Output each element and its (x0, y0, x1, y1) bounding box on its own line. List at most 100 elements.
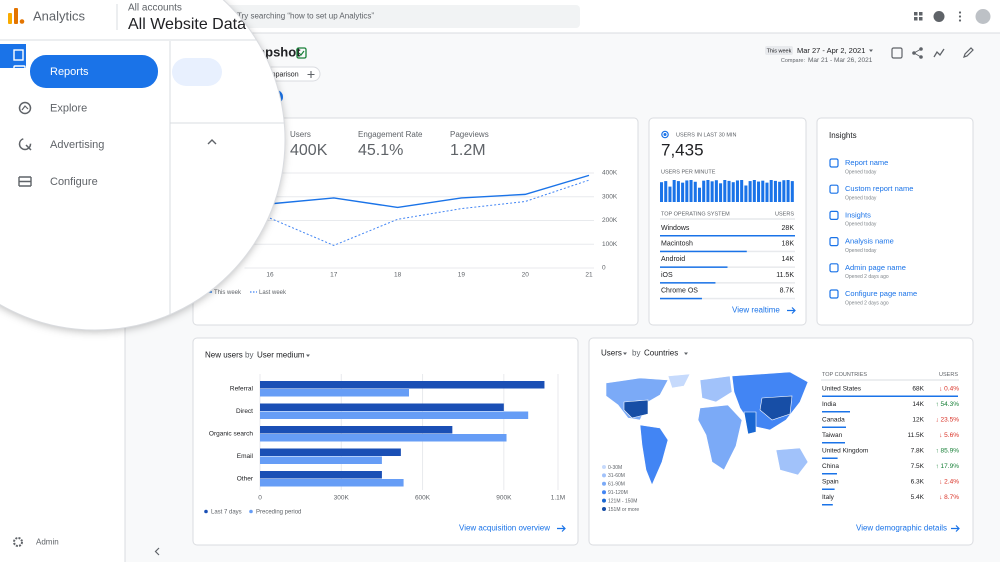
minute-bar (676, 181, 680, 202)
advertising-icon (25, 144, 32, 151)
row-name: Windows (661, 225, 690, 232)
account-avatar[interactable] (975, 9, 991, 24)
metric-value: 45.1% (358, 142, 403, 159)
legend-label: 151M or more (608, 507, 639, 513)
property-name[interactable]: All Website Data (128, 16, 246, 33)
nav-item[interactable]: Configure (50, 176, 98, 188)
country-change: ↓ 0.4% (939, 386, 959, 393)
demographics-link[interactable]: View demographic details (856, 524, 947, 533)
add-icon (307, 71, 315, 78)
minute-bar (740, 180, 744, 202)
admin-link[interactable]: Admin (36, 538, 59, 547)
row-value: 14K (782, 256, 795, 263)
row-value: 18K (782, 241, 795, 248)
live-icon (661, 130, 669, 139)
insight-icon (829, 263, 839, 273)
metric-label: Engagement Rate (358, 130, 423, 139)
nav-item[interactable]: Explore (50, 102, 87, 114)
period-label: This week (767, 48, 792, 54)
date-range[interactable]: Mar 27 - Apr 2, 2021 (797, 46, 865, 55)
explore-icon (21, 105, 29, 111)
search-box[interactable] (205, 5, 580, 28)
x-tick-label: 20 (522, 272, 530, 279)
minute-bar (757, 181, 761, 202)
nav-item[interactable]: Reports (50, 66, 89, 78)
category-label: Direct (236, 408, 253, 415)
caret-icon[interactable] (623, 352, 627, 356)
insights-icon[interactable] (933, 48, 945, 58)
insight-name[interactable]: Configure page name (845, 289, 917, 298)
x-tick-label: 18 (394, 272, 402, 279)
legend-label: 31-60M (608, 473, 625, 479)
bar (822, 411, 850, 413)
search-placeholder[interactable]: Try searching “how to set up Analytics” (237, 12, 374, 21)
nav-item[interactable]: Advertising (50, 139, 104, 151)
realtime-link[interactable]: View realtime (732, 306, 780, 315)
caret-icon[interactable] (306, 354, 310, 358)
insight-name[interactable]: Custom report name (845, 184, 913, 193)
collapse-icon[interactable] (207, 139, 217, 145)
legend-swatch (249, 509, 253, 514)
card-title: New users (205, 351, 243, 360)
compare-range: Mar 21 - Mar 26, 2021 (808, 57, 873, 64)
minute-bar (719, 183, 723, 202)
world-map (605, 371, 809, 486)
country-name: United Kingdom (822, 448, 868, 455)
bar (260, 411, 529, 419)
nav-item-selected[interactable] (30, 55, 158, 88)
insight-name[interactable]: Report name (845, 158, 888, 167)
metric-label: Users (290, 130, 311, 139)
more-icon[interactable] (958, 11, 962, 22)
x-tick-label: 16 (266, 272, 274, 279)
bar (822, 442, 845, 444)
bar (260, 479, 404, 487)
minute-bar (761, 180, 765, 202)
bar (260, 381, 545, 389)
product-name: Analytics (33, 8, 86, 23)
dimension-picker[interactable]: Countries (644, 349, 678, 358)
help-icon[interactable] (933, 11, 945, 22)
category-label: Other (237, 476, 254, 483)
legend-label: 91-120M (608, 490, 628, 496)
arrow-icon[interactable] (557, 525, 566, 532)
insight-name[interactable]: Admin page name (845, 263, 906, 272)
bar (822, 457, 838, 459)
share-icon[interactable] (912, 47, 923, 59)
bar (822, 473, 837, 475)
rail-selected[interactable] (0, 44, 26, 68)
account-name[interactable]: All accounts (128, 3, 182, 14)
chart-icon[interactable] (891, 47, 903, 59)
legend-label: Last 7 days (211, 510, 242, 516)
insight-meta: Opened today (845, 222, 877, 228)
collapse-icon[interactable] (154, 547, 160, 556)
metric-picker[interactable]: Users (601, 349, 622, 358)
country-value: 7.5K (911, 463, 925, 470)
admin-icon[interactable] (13, 537, 23, 547)
minute-bar (697, 187, 702, 202)
x-tick-label: 19 (458, 272, 466, 279)
period-chip (765, 46, 793, 55)
arrow-icon[interactable] (787, 307, 796, 314)
country-value: 7.8K (911, 448, 925, 455)
acquisition-link[interactable]: View acquisition overview (459, 524, 550, 533)
arrow-icon[interactable] (951, 525, 960, 532)
insight-meta: Opened today (845, 169, 877, 175)
bar (260, 426, 453, 434)
logo (19, 19, 25, 24)
apps-icon[interactable] (914, 12, 923, 21)
minute-bar (765, 182, 769, 202)
legend-swatch (204, 509, 208, 514)
insight-name[interactable]: Analysis name (845, 237, 894, 246)
legend-label: Last week (259, 290, 287, 296)
category-label: Email (237, 453, 254, 460)
minute-bar (778, 181, 782, 202)
dimension-picker[interactable]: User medium (257, 351, 305, 360)
country-name: Italy (822, 494, 835, 501)
edit-icon[interactable] (963, 47, 974, 58)
reports-icon (13, 65, 26, 78)
insight-name[interactable]: Insights (845, 210, 871, 219)
bar (660, 235, 795, 237)
caret-icon[interactable] (684, 352, 688, 356)
x-tick-label: 900K (496, 495, 512, 502)
